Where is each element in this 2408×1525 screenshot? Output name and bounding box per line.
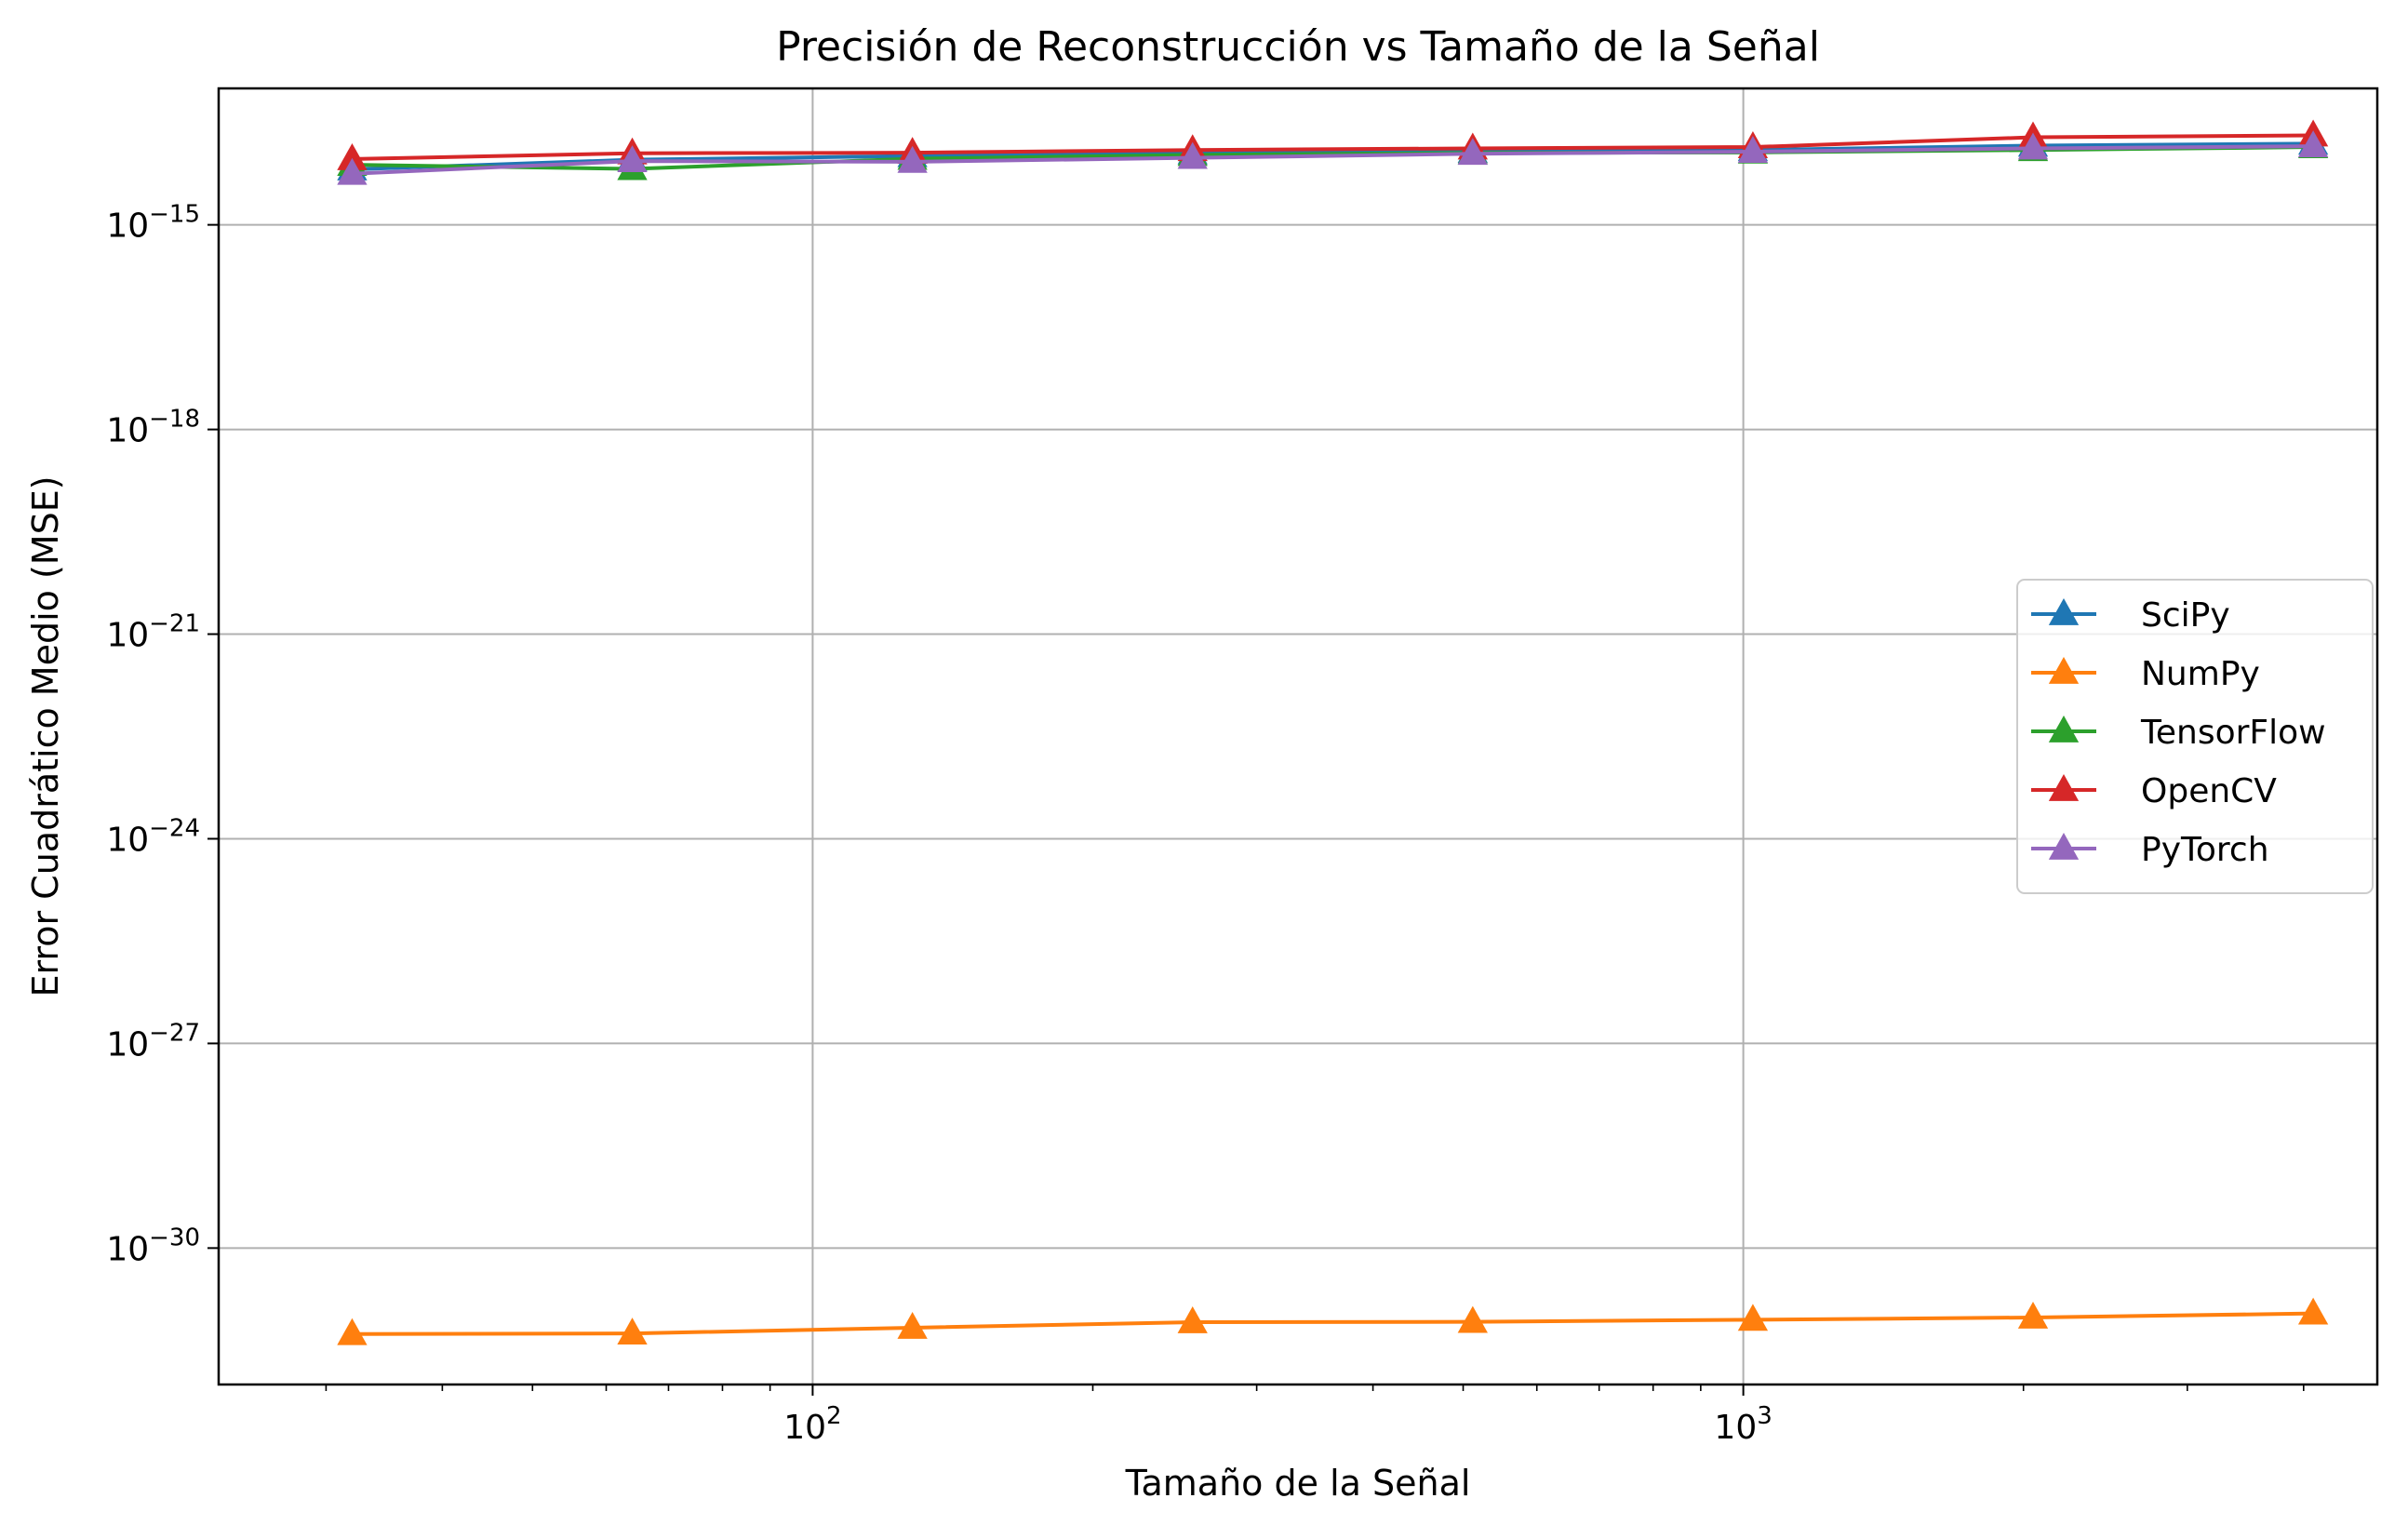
data-point bbox=[2297, 130, 2329, 158]
legend-marker bbox=[2048, 598, 2080, 625]
y-tick-label: 10−18 bbox=[106, 406, 200, 450]
y-tick-label: 10−24 bbox=[106, 814, 200, 859]
legend-item-pytorch: PyTorch bbox=[2031, 831, 2269, 869]
data-point bbox=[337, 142, 368, 170]
data-point bbox=[337, 1318, 368, 1345]
plot-frame bbox=[217, 87, 2379, 1386]
grid-lines bbox=[219, 88, 2377, 1385]
data-point bbox=[1457, 1305, 1488, 1333]
y-axis-label: Error Cuadrático Medio (MSE) bbox=[25, 475, 66, 997]
data-point bbox=[1737, 1304, 1769, 1331]
legend-label: OpenCV bbox=[2141, 772, 2277, 810]
y-tick-label: 10−27 bbox=[106, 1019, 200, 1063]
data-point bbox=[337, 157, 368, 185]
legend-item-numpy: NumPy bbox=[2031, 655, 2260, 693]
series-line bbox=[352, 144, 2314, 176]
data-point bbox=[2017, 132, 2049, 160]
legend-marker bbox=[2048, 716, 2080, 742]
legend-item-scipy: SciPy bbox=[2031, 596, 2230, 635]
data-point bbox=[1457, 138, 1488, 166]
data-point bbox=[1177, 141, 1208, 169]
data-point bbox=[617, 1318, 648, 1345]
data-point bbox=[897, 145, 928, 173]
y-tick-label: 10−15 bbox=[106, 201, 200, 246]
legend-marker bbox=[2048, 657, 2080, 684]
x-axis-label: Tamaño de la Señal bbox=[1125, 1463, 1471, 1504]
legend-label: NumPy bbox=[2141, 655, 2260, 693]
data-point bbox=[2297, 1297, 2329, 1325]
series-line bbox=[352, 1311, 2314, 1336]
x-tick-label: 103 bbox=[1714, 1402, 1772, 1447]
legend-item-tensorflow: TensorFlow bbox=[2031, 714, 2326, 752]
legend-label: PyTorch bbox=[2141, 831, 2269, 869]
y-tick-label: 10−30 bbox=[106, 1224, 200, 1268]
data-point bbox=[617, 145, 648, 173]
legend-marker bbox=[2048, 833, 2080, 860]
data-point bbox=[897, 1311, 928, 1339]
series-pytorch bbox=[337, 130, 2329, 185]
y-tick-label: 10−21 bbox=[106, 610, 200, 655]
legend-label: SciPy bbox=[2141, 596, 2230, 635]
legend-item-opencv: OpenCV bbox=[2031, 772, 2277, 810]
x-axis-ticks: 102 103 bbox=[783, 1385, 1773, 1447]
legend-marker bbox=[2048, 774, 2080, 801]
x-tick-label: 102 bbox=[783, 1402, 841, 1447]
data-point bbox=[2017, 1301, 2049, 1329]
data-point bbox=[1737, 136, 1769, 163]
series-layer bbox=[337, 119, 2329, 1345]
series-numpy bbox=[337, 1297, 2329, 1345]
series-line bbox=[352, 133, 2314, 161]
data-point bbox=[1177, 1306, 1208, 1333]
legend: SciPy NumPy TensorFlow OpenCV PyTorch bbox=[2016, 579, 2374, 894]
y-axis-ticks: 10−30 10−27 10−24 10−21 10−18 10−15 bbox=[106, 201, 219, 1268]
legend-label: TensorFlow bbox=[2140, 714, 2326, 752]
legend-box bbox=[2016, 579, 2374, 894]
chart-title: Precisión de Reconstrucción vs Tamaño de… bbox=[776, 23, 1820, 71]
